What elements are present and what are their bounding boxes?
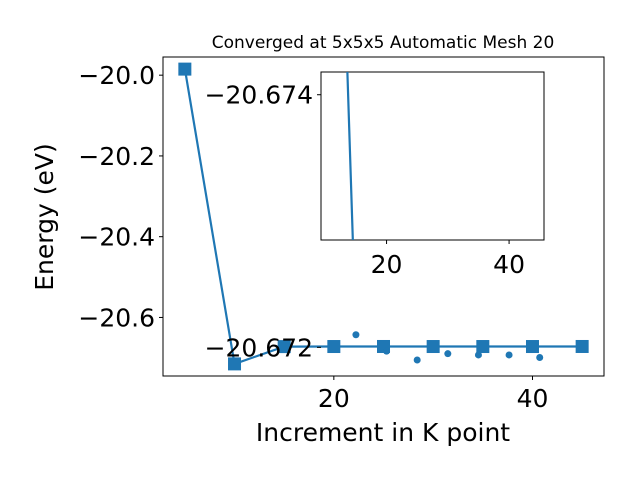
main-data-point bbox=[277, 340, 291, 354]
chart-title: Converged at 5x5x5 Automatic Mesh 20 bbox=[212, 33, 555, 53]
main-data-point bbox=[327, 340, 341, 354]
main-y-tick-label: −20.0 bbox=[78, 61, 155, 90]
inset-data-point bbox=[413, 356, 421, 364]
main-y-tick-label: −20.2 bbox=[78, 142, 155, 171]
main-data-point bbox=[575, 339, 589, 353]
inset-x-tick-label: 40 bbox=[493, 250, 525, 279]
main-y-tick-label: −20.6 bbox=[78, 303, 155, 332]
inset-data-point bbox=[505, 351, 513, 359]
main-data-point bbox=[476, 340, 490, 354]
inset-y-tick-label: −20.672 bbox=[205, 333, 313, 362]
inset-data-point bbox=[352, 331, 360, 339]
inset-plot: 20 40 −20.674 −20.672 bbox=[205, 71, 545, 364]
main-x-tick-label: 40 bbox=[517, 384, 549, 413]
inset-axes-frame bbox=[320, 71, 545, 241]
main-data-point bbox=[228, 357, 242, 371]
x-axis-label: Increment in K point bbox=[256, 418, 510, 447]
inset-data-point bbox=[383, 347, 391, 355]
main-data-point bbox=[426, 340, 440, 354]
y-axis-label: Energy (eV) bbox=[30, 143, 59, 290]
main-data-point bbox=[178, 62, 192, 76]
inset-x-tick-label: 20 bbox=[371, 250, 403, 279]
main-data-point bbox=[525, 340, 539, 354]
inset-data-point bbox=[444, 350, 452, 358]
inset-data-point bbox=[474, 351, 482, 359]
inset-y-tick-label: −20.674 bbox=[205, 81, 313, 110]
main-x-tick-label: 20 bbox=[318, 384, 350, 413]
inset-data-point bbox=[536, 353, 544, 361]
main-y-tick-label: −20.4 bbox=[78, 223, 155, 252]
